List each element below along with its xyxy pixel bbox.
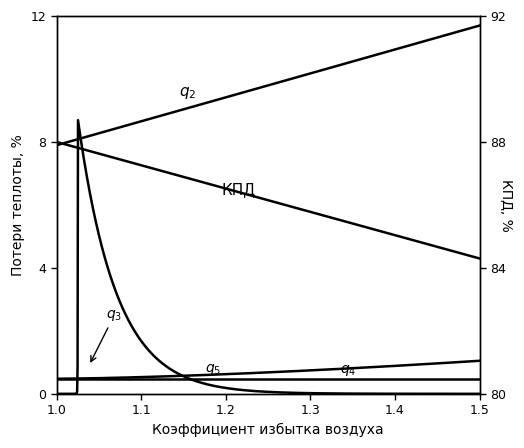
Text: $q_3$: $q_3$ [91, 308, 123, 362]
Y-axis label: Потери теплоты, %: Потери теплоты, % [11, 134, 25, 276]
Text: КПД: КПД [222, 182, 256, 197]
Text: $q_5$: $q_5$ [205, 362, 221, 377]
X-axis label: Коэффициент избытка воздуха: Коэффициент избытка воздуха [152, 423, 384, 437]
Text: $q_4$: $q_4$ [340, 363, 357, 378]
Y-axis label: КПД, %: КПД, % [499, 179, 513, 231]
Text: $q_2$: $q_2$ [179, 85, 196, 101]
